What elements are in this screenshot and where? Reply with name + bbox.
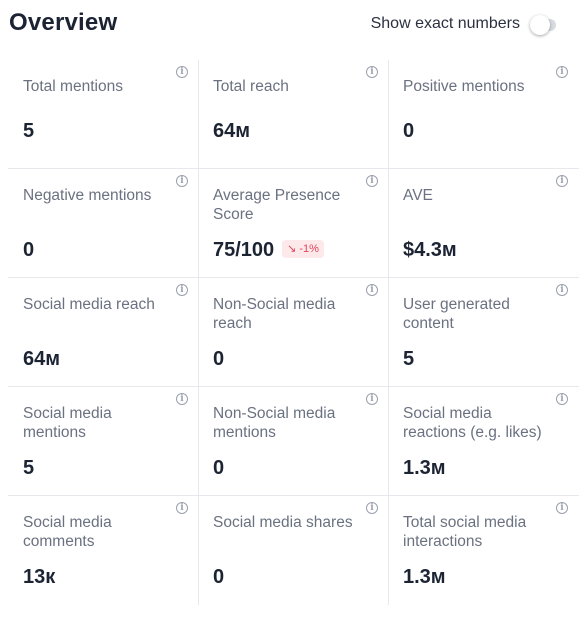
info-icon[interactable]: i: [556, 393, 568, 405]
metric-label: Negative mentions: [23, 187, 152, 204]
metric-value: 5: [403, 348, 415, 370]
metric-ave: AVE $4.3м i: [388, 169, 578, 278]
info-icon[interactable]: i: [176, 393, 188, 405]
metrics-grid: Total mentions 5 i Total reach 64м i Pos…: [8, 60, 579, 605]
info-icon[interactable]: i: [556, 66, 568, 78]
metric-label: Social media mentions: [23, 405, 112, 441]
grid-divider: [198, 60, 199, 605]
metric-label: Total mentions: [23, 78, 123, 95]
metric-value: 5: [23, 120, 35, 142]
metric-value: 75/100 ↘ -1%: [213, 239, 324, 262]
metric-social-media-shares: Social media shares 0 i: [198, 496, 388, 605]
metric-average-presence-score: Average Presence Score 75/100 ↘ -1% i: [198, 169, 388, 278]
metric-value: 64м: [23, 348, 61, 370]
metric-negative-mentions: Negative mentions 0 i: [8, 169, 198, 278]
grid-divider: [388, 60, 389, 605]
metric-label: Non-Social media reach: [213, 296, 336, 332]
grid-divider: [8, 495, 579, 496]
exact-numbers-toggle-group[interactable]: Show exact numbers: [371, 12, 556, 36]
info-icon[interactable]: i: [176, 284, 188, 296]
metric-social-media-reactions: Social media reactions (e.g. likes) 1.3м…: [388, 387, 578, 496]
metric-label: Social media comments: [23, 514, 112, 550]
metric-social-media-comments: Social media comments 13к i: [8, 496, 198, 605]
metric-value: 0: [213, 348, 225, 370]
info-icon[interactable]: i: [366, 393, 378, 405]
metric-positive-mentions: Positive mentions 0 i: [388, 60, 578, 169]
exact-numbers-toggle[interactable]: [530, 15, 556, 35]
info-icon[interactable]: i: [176, 502, 188, 514]
page-title: Overview: [9, 9, 118, 36]
metric-label: Positive mentions: [403, 78, 525, 95]
metric-social-media-reach: Social media reach 64м i: [8, 278, 198, 387]
metric-social-media-mentions: Social media mentions 5 i: [8, 387, 198, 496]
metric-total-social-media-interactions: Total social media interactions 1.3м i: [388, 496, 578, 605]
metric-label: Average Presence Score: [213, 187, 341, 223]
info-icon[interactable]: i: [366, 66, 378, 78]
grid-divider: [8, 386, 579, 387]
metric-label: Total social media interactions: [403, 514, 527, 550]
trend-down-icon: ↘: [287, 242, 297, 255]
toggle-knob[interactable]: [530, 15, 550, 35]
metric-value: 0: [23, 239, 35, 261]
grid-divider: [8, 277, 579, 278]
metric-label: Non-Social media mentions: [213, 405, 336, 441]
metric-label: Social media shares: [213, 514, 353, 531]
metric-label: Social media reactions (e.g. likes): [403, 405, 542, 441]
metric-label: Social media reach: [23, 296, 155, 313]
metric-value: 1.3м: [403, 457, 446, 479]
info-icon[interactable]: i: [176, 175, 188, 187]
change-value: -1%: [299, 243, 319, 255]
info-icon[interactable]: i: [176, 66, 188, 78]
overview-header: Overview Show exact numbers: [0, 0, 588, 48]
info-icon[interactable]: i: [366, 502, 378, 514]
metric-user-generated-content: User generated content 5 i: [388, 278, 578, 387]
metric-value: 0: [213, 566, 225, 588]
info-icon[interactable]: i: [366, 284, 378, 296]
metric-non-social-media-reach: Non-Social media reach 0 i: [198, 278, 388, 387]
metric-total-mentions: Total mentions 5 i: [8, 60, 198, 169]
metric-label: User generated content: [403, 296, 510, 332]
info-icon[interactable]: i: [556, 502, 568, 514]
info-icon[interactable]: i: [556, 284, 568, 296]
info-icon[interactable]: i: [556, 175, 568, 187]
metric-value: 0: [403, 120, 415, 142]
change-badge: ↘ -1%: [282, 240, 324, 258]
metric-value: 13к: [23, 566, 56, 588]
toggle-label: Show exact numbers: [370, 15, 520, 32]
metric-label: Total reach: [213, 78, 289, 95]
info-icon[interactable]: i: [366, 175, 378, 187]
metric-value: $4.3м: [403, 239, 457, 261]
metric-value: 1.3м: [403, 566, 446, 588]
metric-total-reach: Total reach 64м i: [198, 60, 388, 169]
grid-divider: [8, 168, 579, 169]
metric-non-social-media-mentions: Non-Social media mentions 0 i: [198, 387, 388, 496]
metric-value: 0: [213, 457, 225, 479]
metric-value: 64м: [213, 120, 251, 142]
metric-value: 5: [23, 457, 35, 479]
metric-label: AVE: [403, 187, 433, 204]
